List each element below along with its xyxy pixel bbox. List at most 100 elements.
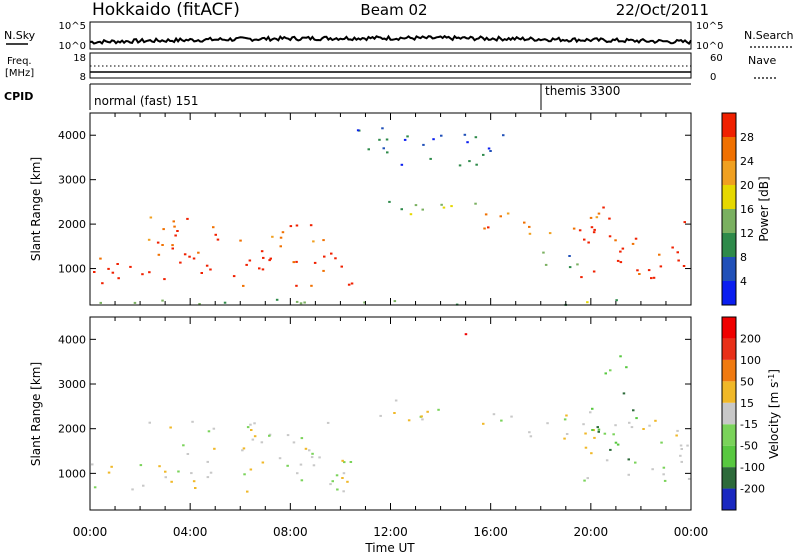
velocity-cell [616, 443, 620, 446]
power-cell [386, 151, 389, 154]
velocity-cell [622, 392, 626, 395]
power-cell [200, 272, 203, 274]
velocity-cell [169, 426, 172, 429]
y-tick-label: 2000 [58, 423, 86, 436]
power-cell [101, 282, 104, 285]
power-cell [161, 299, 164, 302]
power-cell [232, 275, 236, 278]
power-cell [289, 225, 293, 228]
power-cell [330, 252, 333, 255]
power-cell [621, 247, 625, 250]
cpid-label: CPID [4, 90, 33, 103]
colorbar-swatch [722, 281, 736, 305]
power-cell [242, 284, 245, 287]
power-cell [156, 241, 160, 244]
velocity-cell [335, 474, 339, 477]
freq-tick-bottom: 8 [80, 72, 86, 83]
velocity-cell [142, 484, 145, 487]
freq-label-2: [MHz] [5, 68, 34, 79]
power-cell [172, 220, 175, 223]
velocity-y-label: Slant Range [km] [29, 362, 43, 466]
velocity-cell [343, 461, 346, 464]
velocity-cell [597, 430, 600, 433]
nsearch-label: N.Search [744, 29, 794, 42]
colorbar-swatch [722, 488, 736, 510]
colorbar-swatch [722, 338, 736, 360]
colorbar-tick-label: 50 [740, 375, 754, 388]
power-cell [279, 236, 283, 239]
power-cell [173, 225, 176, 228]
power-cell [163, 278, 166, 281]
velocity-cell [609, 369, 612, 372]
velocity-cell [91, 463, 94, 466]
nsearch-tick-top: 10^5 [696, 21, 723, 32]
colorbar-tick-label: 12 [740, 227, 754, 240]
x-tick-label: 12:00 [373, 525, 408, 539]
power-cell [239, 239, 242, 242]
nave-tick-top: 60 [710, 53, 723, 64]
power-cell [484, 213, 488, 216]
power-cell [248, 259, 252, 262]
velocity-cell [299, 463, 303, 466]
velocity-cell [630, 426, 634, 429]
power-cell [260, 250, 264, 253]
velocity-cell [326, 421, 330, 424]
velocity-cell [584, 432, 587, 435]
x-tick-label: 00:00 [73, 525, 108, 539]
velocity-x-axis [89, 317, 692, 510]
power-cell [385, 138, 389, 141]
power-cell [93, 271, 96, 273]
velocity-cell [596, 426, 599, 429]
nave-tick-bottom: 0 [710, 72, 716, 83]
power-cell [619, 250, 622, 253]
velocity-cell [194, 487, 197, 489]
velocity-cell [586, 477, 589, 480]
power-cell [334, 257, 337, 260]
velocity-cell [590, 452, 593, 455]
power-cell [414, 204, 418, 207]
velocity-cell [251, 438, 255, 441]
power-cell [340, 265, 343, 268]
nsky-tick-bottom: 10^0 [59, 41, 86, 52]
velocity-cell [249, 468, 253, 471]
power-cell [262, 256, 265, 259]
power-x-axis [89, 113, 692, 305]
power-cell [378, 138, 381, 141]
power-cell [608, 217, 611, 220]
power-cell [393, 300, 397, 303]
power-cell [295, 224, 299, 227]
power-cell [615, 299, 618, 302]
velocity-cell [261, 461, 265, 464]
colorbar-tick-label: 15 [740, 397, 754, 410]
power-cell [107, 267, 110, 270]
power-cell [506, 212, 510, 215]
colorbar-tick-label: 16 [740, 203, 754, 216]
velocity-cell [482, 422, 485, 425]
power-cell [271, 235, 274, 238]
velocity-colorbar: 200 100 50 15 -15 -50 -100 -200 [721, 316, 765, 511]
velocity-cell [148, 421, 151, 424]
y-tick-label: 4000 [58, 129, 86, 142]
colorbar-swatch [722, 359, 736, 382]
colorbar-tick-label: 4 [740, 275, 747, 288]
velocity-cell [186, 453, 190, 455]
power-cell [590, 226, 594, 229]
power-y-label: Slant Range [km] [29, 157, 43, 261]
power-cell [650, 277, 653, 280]
velocity-cell [253, 435, 257, 438]
velocity-cell [679, 444, 683, 447]
power-cell [116, 263, 119, 265]
velocity-cell [687, 477, 691, 480]
cpid-segment-normal: normal (fast) 151 [94, 94, 198, 108]
velocity-cell [592, 429, 595, 432]
power-cell [463, 133, 467, 136]
velocity-cell [597, 428, 601, 431]
power-cell [198, 303, 201, 305]
velocity-cell [510, 415, 513, 418]
power-cell [676, 251, 679, 254]
power-cell [440, 134, 443, 137]
power-cell [171, 247, 174, 250]
power-cell [186, 217, 189, 220]
power-cell [683, 221, 686, 224]
power-cell [161, 244, 164, 246]
